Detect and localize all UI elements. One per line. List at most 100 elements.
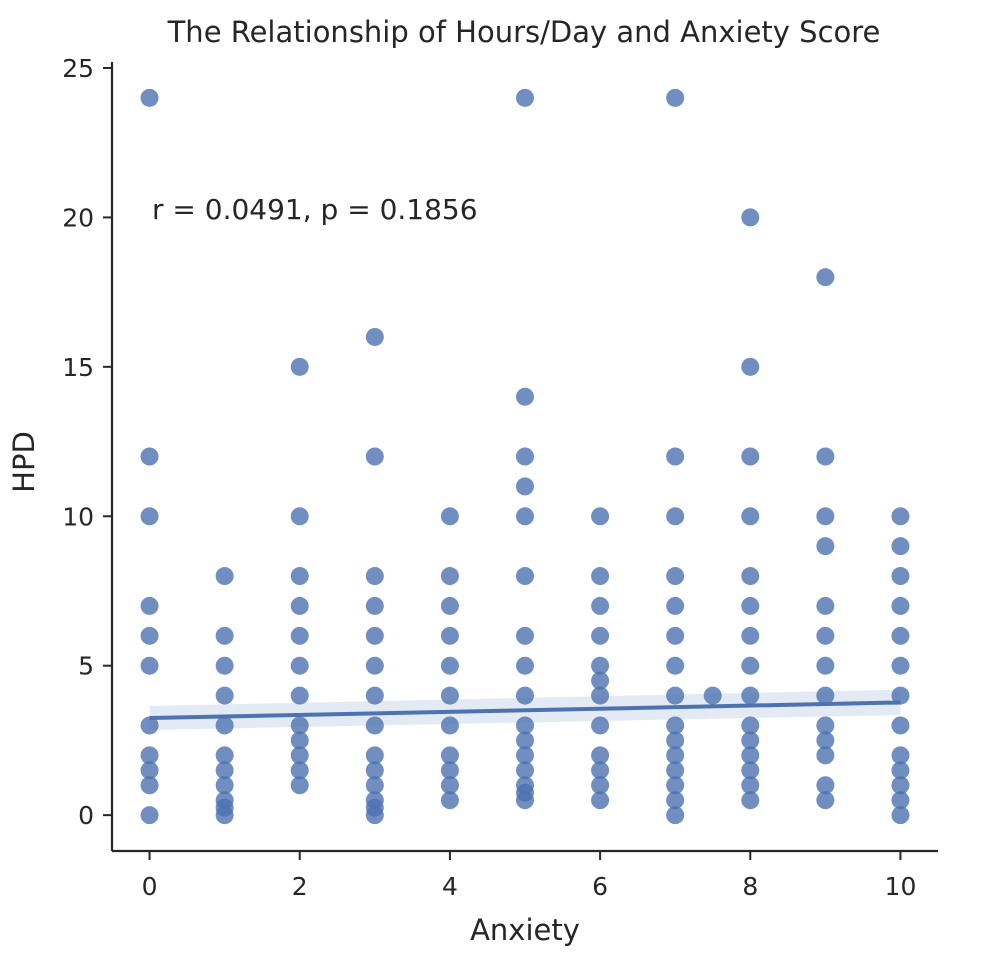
data-point: [365, 626, 384, 645]
data-point: [215, 761, 234, 780]
data-point: [290, 656, 309, 675]
y-tick-label: 5: [78, 652, 94, 681]
data-point: [816, 507, 835, 526]
data-point: [516, 507, 534, 526]
data-point: [891, 761, 910, 780]
data-point: [591, 626, 610, 645]
data-point: [140, 656, 159, 675]
data-point: [741, 731, 760, 750]
data-point: [591, 791, 610, 810]
data-point: [215, 686, 234, 705]
x-axis-label: Anxiety: [470, 913, 580, 947]
data-point: [816, 776, 835, 795]
data-point: [891, 567, 910, 586]
data-point: [516, 716, 534, 735]
data-point: [365, 716, 384, 735]
data-point: [816, 537, 835, 556]
data-point: [666, 447, 685, 466]
data-point: [666, 686, 685, 705]
data-point: [215, 567, 234, 586]
data-point: [516, 791, 534, 810]
y-tick-label: 15: [62, 353, 94, 382]
data-point: [816, 447, 835, 466]
data-point: [741, 447, 760, 466]
data-point: [816, 268, 835, 287]
data-point: [516, 686, 534, 705]
data-point: [516, 746, 534, 765]
data-point: [591, 596, 610, 615]
data-point: [516, 88, 534, 107]
regression-line: [149, 700, 901, 721]
data-point: [741, 776, 760, 795]
data-point: [741, 357, 760, 376]
data-point: [816, 716, 835, 735]
data-point: [365, 746, 384, 765]
data-point: [891, 626, 910, 645]
data-point: [666, 596, 685, 615]
data-point: [365, 327, 384, 346]
y-tick-label: 0: [78, 801, 94, 830]
data-point: [591, 686, 610, 705]
data-point: [666, 776, 685, 795]
data-point: [591, 746, 610, 765]
axes: 0 5 10 15 20 25 0 2 4 6 8 10: [62, 54, 938, 901]
data-point: [440, 791, 459, 810]
data-point: [891, 776, 910, 795]
data-point: [215, 746, 234, 765]
data-point: [516, 387, 534, 406]
scatter-points: [140, 88, 910, 825]
data-point: [440, 596, 459, 615]
data-point: [516, 626, 534, 645]
data-point: [290, 716, 309, 735]
data-point: [140, 596, 159, 615]
data-point: [666, 806, 685, 825]
x-tick-label: 0: [142, 872, 158, 901]
data-point: [666, 716, 685, 735]
data-point: [290, 776, 309, 795]
data-point: [140, 776, 159, 795]
data-point: [891, 791, 910, 810]
y-axis-label: HPD: [7, 431, 41, 493]
data-point: [816, 656, 835, 675]
data-point: [741, 746, 760, 765]
x-tick-label: 8: [742, 872, 758, 901]
data-point: [816, 746, 835, 765]
data-point: [140, 626, 159, 645]
data-point: [891, 656, 910, 675]
data-point: [215, 626, 234, 645]
data-point: [140, 806, 159, 825]
data-point: [440, 716, 459, 735]
data-point: [516, 447, 534, 466]
regression-line-layer: [149, 700, 901, 721]
x-tick-label: 2: [292, 872, 308, 901]
data-point: [440, 507, 459, 526]
data-point: [140, 746, 159, 765]
data-point: [440, 746, 459, 765]
data-point: [215, 776, 234, 795]
data-point: [591, 567, 610, 586]
data-point: [215, 656, 234, 675]
data-point: [290, 357, 309, 376]
data-point: [140, 761, 159, 780]
data-point: [215, 716, 234, 735]
data-point: [440, 567, 459, 586]
data-point: [741, 791, 760, 810]
x-tick-label: 6: [592, 872, 608, 901]
data-point: [741, 656, 760, 675]
chart-title: The Relationship of Hours/Day and Anxiet…: [167, 15, 881, 49]
data-point: [741, 716, 760, 735]
data-point: [140, 88, 159, 107]
x-tick-label: 4: [442, 872, 458, 901]
data-point: [365, 567, 384, 586]
data-point: [290, 746, 309, 765]
data-point: [741, 567, 760, 586]
data-point: [891, 686, 910, 705]
data-point: [591, 761, 610, 780]
data-point: [440, 761, 459, 780]
data-point: [290, 731, 309, 750]
data-point: [140, 447, 159, 466]
data-point: [290, 626, 309, 645]
data-point: [666, 567, 685, 586]
data-point: [666, 761, 685, 780]
